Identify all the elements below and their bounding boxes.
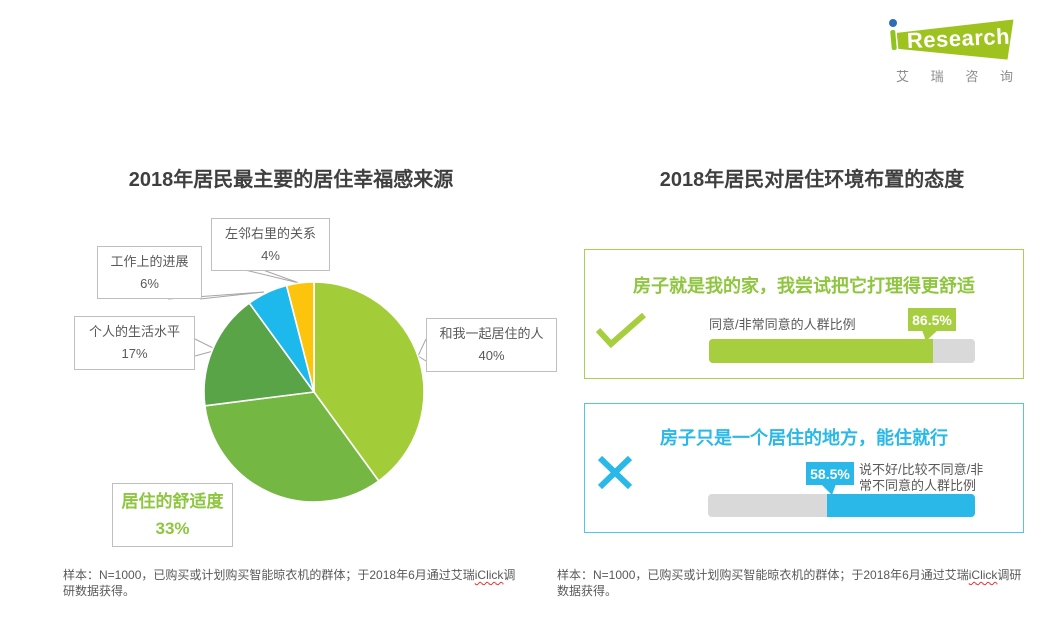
logo-banner: Research — [896, 19, 1014, 62]
check-icon — [595, 312, 646, 349]
logo-cn-char: 艾 — [896, 69, 910, 84]
cross-icon — [597, 455, 633, 490]
left-chart-title: 2018年居民最主要的居住幸福感来源 — [128, 169, 454, 191]
callout-living-standard: 个人的生活水平 17% — [74, 316, 195, 370]
value-badge: 58.5% — [806, 462, 854, 485]
sample-note-left: 样本：N=1000，已购买或计划购买智能晾衣机的群体；于2018年6月通过艾瑞i… — [63, 568, 523, 599]
pie-slice-living-standard — [203, 302, 315, 407]
statement-text: 房子就是我的家，我尝试把它打理得更舒适 — [633, 276, 975, 296]
callout-label: 工作上的进展 — [110, 253, 189, 269]
callout-value: 17% — [121, 346, 148, 361]
logo-i-stem-icon — [890, 29, 897, 51]
attitude-card-disagree: 房子只是一个居住的地方，能住就行 58.5% 说不好/比较不同意/非 常不同意的… — [584, 403, 1024, 533]
note-iclick-text: iClick — [968, 568, 998, 582]
logo-cn-char: 询 — [999, 69, 1013, 84]
callout-label: 和我一起居住的人 — [439, 326, 544, 341]
iresearch-logo: Research 艾 瑞 咨 询 — [884, 16, 1016, 85]
pie-slice-living-comfort — [204, 391, 380, 503]
metric-label: 同意/非常同意的人群比例 — [709, 317, 856, 332]
logo-cn-char: 咨 — [965, 69, 979, 84]
happiness-source-pie-chart — [203, 281, 425, 503]
metric-label-line1: 说不好/比较不同意/非 — [859, 462, 984, 477]
logo-i-dot-icon — [889, 19, 897, 27]
callout-label: 左邻右里的关系 — [224, 225, 316, 241]
note-text: 样本：N=1000，已购买或计划购买智能晾衣机的群体；于2018年6月通过艾瑞 — [557, 568, 969, 582]
statement-text: 房子只是一个居住的地方，能住就行 — [660, 428, 948, 448]
right-chart-title: 2018年居民对居住环境布置的态度 — [659, 169, 965, 191]
callout-neighbor-relations: 左邻右里的关系 4% — [211, 218, 330, 271]
attitude-card-agree: 房子就是我的家，我尝试把它打理得更舒适 同意/非常同意的人群比例 86.5% — [584, 249, 1024, 379]
callout-value: 6% — [140, 275, 159, 291]
callout-label: 个人的生活水平 — [88, 324, 180, 339]
badge-pointer-icon — [821, 484, 836, 495]
callout-living-comfort: 居住的舒适度 33% — [112, 483, 233, 547]
callout-work-progress: 工作上的进展 6% — [97, 246, 202, 299]
callout-value: 40% — [478, 348, 505, 363]
note-iclick-text: iClick — [474, 568, 504, 582]
value-badge: 86.5% — [908, 308, 956, 331]
progress-bar-track — [708, 494, 975, 517]
progress-bar-track — [709, 339, 975, 363]
pie-slice-living-companions — [313, 281, 425, 482]
note-text: 调研数据获得。 — [63, 568, 516, 598]
callout-label: 居住的舒适度 — [121, 492, 224, 511]
metric-label: 说不好/比较不同意/非 常不同意的人群比例 — [859, 462, 983, 494]
sample-note-right: 样本：N=1000，已购买或计划购买智能晾衣机的群体；于2018年6月通过艾瑞i… — [557, 568, 1029, 599]
badge-pointer-icon — [922, 330, 938, 341]
logo-chinese-name: 艾 瑞 咨 询 — [896, 66, 1013, 85]
logo-cn-char: 瑞 — [930, 69, 944, 84]
progress-bar-fill — [827, 494, 975, 517]
logo-brand-text: Research — [906, 23, 1011, 54]
metric-label-line2: 常不同意的人群比例 — [859, 478, 977, 493]
progress-bar-fill — [709, 339, 933, 363]
callout-value: 4% — [261, 247, 280, 263]
note-text: 样本：N=1000，已购买或计划购买智能晾衣机的群体；于2018年6月通过艾瑞 — [63, 568, 475, 582]
callout-value: 33% — [155, 519, 190, 538]
note-text: 调研数据获得。 — [557, 568, 1022, 598]
pie-slice-neighbor-relations — [285, 281, 315, 393]
callout-living-companions: 和我一起居住的人 40% — [426, 318, 557, 372]
